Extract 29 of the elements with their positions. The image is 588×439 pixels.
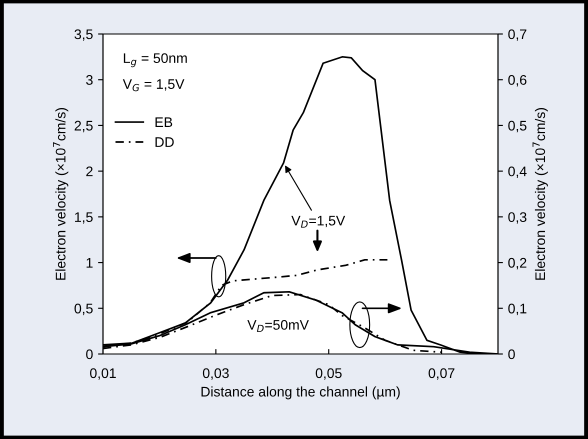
y-tick-label: 1,5	[75, 212, 93, 224]
y2-tick-label: 0,6	[508, 75, 526, 87]
x-tick-label: 0,07	[428, 368, 454, 380]
annotation: L$_{g}$ = 50nm	[124, 53, 187, 68]
y-tick-label: 3,5	[74, 29, 93, 41]
y-tick-label: 0	[86, 349, 93, 360]
annotation: V$_{G}$ = 1,5V	[122, 79, 184, 92]
annotation: V$_{D}$=50mV	[247, 320, 309, 332]
x-axis-title: Distance along the channel (µm)	[202, 386, 400, 400]
y-tick-label: 2,5	[74, 120, 93, 132]
y-tick-label: 2	[86, 166, 93, 176]
annotation: V$_{D}$=1,5V	[291, 216, 346, 228]
x-tick-label: 0,01	[90, 368, 116, 380]
y-axis-title: Electron velocity (×10$^{7}$cm/s)	[53, 108, 68, 280]
y2-tick-label: 0,3	[508, 212, 526, 224]
x-tick-label: 0,05	[316, 368, 342, 380]
y2-tick-label: 0	[508, 349, 515, 360]
y2-tick-label: 0,4	[508, 166, 527, 178]
y2-axis-title: Electron velocity (×10$^{7}$cm/s)	[532, 108, 548, 280]
y2-tick-label: 0,2	[508, 258, 526, 270]
y2-tick-label: 0,5	[508, 120, 526, 132]
y-tick-label: 0,5	[74, 304, 93, 316]
y-tick-label: 3	[86, 75, 93, 85]
legend-label: DD	[156, 137, 174, 147]
y2-tick-label: 0,1	[508, 304, 526, 316]
y2-tick-label: 0,7	[508, 29, 526, 41]
y-tick-label: 1	[86, 258, 93, 268]
legend-label: EB	[156, 117, 172, 127]
x-tick-label: 0,03	[202, 368, 229, 380]
